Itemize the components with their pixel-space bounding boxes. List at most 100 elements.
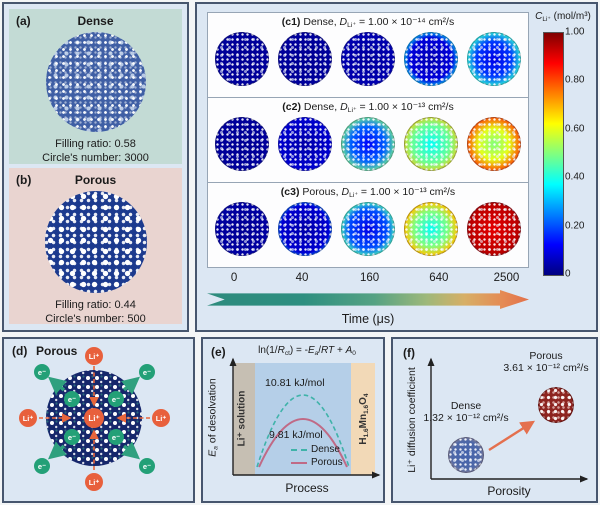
row-c1-title: (c1) Dense, DLi⁺ = 1.00 × 10⁻¹⁴ cm²/s [208, 16, 528, 29]
panel-d-title: Porous [36, 344, 78, 358]
li-ion-ball: Li⁺ [152, 409, 170, 427]
electron-ball: e⁻ [34, 458, 50, 474]
dense-curve [256, 394, 350, 468]
concentration-row-circles [208, 32, 528, 87]
li-ion-label: Li⁺ [88, 351, 100, 361]
electron-ball: e⁻ [139, 364, 155, 380]
concentration-snapshot [215, 202, 269, 257]
colorbar-tick: 1.00 [565, 26, 585, 38]
inner-electron-ball: e⁻ [108, 391, 124, 407]
row-c1-tag: (c1) [281, 16, 301, 28]
row-c2-material: Dense, [300, 101, 341, 113]
porous-legend-swatch [291, 461, 307, 464]
row-c3-material: Porous, [299, 186, 342, 198]
dense-to-porous-arrow [488, 420, 536, 452]
row-c2-value: = 1.00 × 10⁻¹³ cm²/s [356, 101, 454, 113]
concentration-row-circles [208, 117, 528, 172]
li-ion-ball: Li⁺ [85, 347, 103, 365]
electron-label: e⁻ [142, 367, 152, 377]
li-ion-label: Li⁺ [155, 413, 167, 423]
concentration-snapshot [404, 32, 458, 87]
region-hmo [351, 363, 375, 475]
colorbar-tick: 0.80 [565, 74, 585, 86]
section-dense: (a) Dense Filling ratio: 0.58 Circle's n… [9, 9, 182, 164]
electron-ball: e⁻ [139, 458, 155, 474]
time-tick: 0 [230, 272, 238, 284]
dense-packing-graphic [45, 32, 146, 132]
time-tick: 2500 [493, 272, 520, 284]
concentration-snapshot [467, 117, 521, 172]
colorbar-symbol: C [535, 11, 543, 22]
concentration-snapshot [215, 32, 269, 87]
electron-label: e⁻ [67, 394, 77, 404]
electron-label: e⁻ [37, 461, 47, 471]
row-c2-tag: (c2) [282, 101, 301, 113]
li-solution-band-label: Li⁺ solution [236, 390, 248, 447]
inner-electron-ball: e⁻ [64, 429, 80, 445]
colorbar-tick: 0.20 [565, 220, 585, 232]
porous-particle-graphic [538, 387, 574, 423]
panel-e-tag: (e) [211, 345, 226, 359]
panel-d: (d) Porous [2, 337, 195, 503]
e-legend: Dense Porous [291, 443, 343, 469]
colorbar-ticks: 1.00 0.80 0.60 0.40 0.20 0 [565, 27, 597, 280]
li-ion-label: Li⁺ [88, 413, 100, 423]
row-c3-tag: (c3) [280, 186, 300, 198]
panel-ab: (a) Dense Filling ratio: 0.58 Circle's n… [2, 2, 189, 332]
concentration-snapshot [467, 32, 521, 87]
row-c2-dsym: D [340, 101, 348, 113]
concentration-snapshot [215, 117, 269, 172]
concentration-snapshot [341, 32, 395, 87]
panel-f: (f) Li⁺ diffusion coefficient Porosity D… [391, 337, 598, 503]
arrhenius-equation: ln(1/Rct) = -Ea/RT + A0 [258, 345, 356, 358]
colorbar-gradient [543, 32, 564, 276]
time-tick: 640 [429, 272, 449, 284]
concentration-snapshot [404, 117, 458, 172]
electron-label: e⁻ [111, 432, 121, 442]
inner-electron-ball: e⁻ [108, 429, 124, 445]
colorbar-subscript: Li⁺ [542, 16, 551, 24]
concentration-row-c1: (c1) Dense, DLi⁺ = 1.00 × 10⁻¹⁴ cm²/s [207, 12, 529, 98]
colorbar-tick: 0 [565, 268, 571, 280]
porous-circle-count: Circle's number: 500 [45, 313, 146, 325]
row-c3-value: = 1.00 × 10⁻¹³ cm²/s [358, 186, 456, 198]
row-c3-dsub: Li⁺ [349, 192, 359, 200]
dense-point-label: Dense 1.32 × 10⁻¹² cm²/s [423, 400, 509, 424]
section-porous: (b) Porous Filling ratio: 0.44 Circle's … [9, 168, 182, 325]
electron-label: e⁻ [111, 394, 121, 404]
porous-filling-ratio: Filling ratio: 0.44 [55, 299, 136, 311]
f-x-axis-label: Porosity [487, 484, 531, 498]
time-tick: 40 [295, 272, 309, 284]
concentration-snapshot [341, 202, 395, 257]
colorbar-title: CLi⁺ (mol/m³) [527, 11, 599, 23]
concentration-row-c2: (c2) Dense, DLi⁺ = 1.00 × 10⁻¹³ cm²/s [207, 97, 529, 183]
porous-peak-value: 9.81 kJ/mol [269, 429, 323, 441]
desolvation-plot [229, 357, 381, 479]
time-arrow [207, 290, 529, 309]
time-tick: 160 [360, 272, 380, 284]
concentration-row-c3: (c3) Porous, DLi⁺ = 1.00 × 10⁻¹³ cm²/s [207, 182, 529, 268]
panel-c: (c1) Dense, DLi⁺ = 1.00 × 10⁻¹⁴ cm²/s (c… [195, 2, 598, 332]
row-c1-dsub: Li⁺ [347, 22, 357, 30]
row-c2-title: (c2) Dense, DLi⁺ = 1.00 × 10⁻¹³ cm²/s [208, 101, 528, 114]
panel-a-title: Dense [77, 14, 114, 28]
dense-circle-count: Circle's number: 3000 [42, 152, 149, 164]
colorbar-tick: 0.60 [565, 123, 585, 135]
dense-filling-ratio: Filling ratio: 0.58 [55, 138, 136, 150]
panel-b-tag: (b) [16, 173, 32, 187]
dense-particle-graphic [448, 437, 484, 473]
row-c3-dsym: D [341, 186, 350, 198]
li-ion-ball: Li⁺ [85, 473, 103, 491]
porous-point-label: Porous 3.61 × 10⁻¹² cm²/s [503, 350, 589, 374]
li-ion-label: Li⁺ [88, 477, 100, 487]
porous-legend-label: Porous [311, 457, 343, 468]
row-c2-dsub: Li⁺ [347, 107, 357, 115]
panel-e: (e) ln(1/Rct) = -Ea/RT + A0 Ea of desolv… [201, 337, 385, 503]
row-c1-dsym: D [339, 16, 348, 28]
time-axis-label: Time (μs) [341, 312, 395, 326]
concentration-snapshot [278, 117, 332, 172]
row-c3-title: (c3) Porous, DLi⁺ = 1.00 × 10⁻¹³ cm²/s [208, 186, 528, 199]
li-ion-ball: Li⁺ [19, 409, 37, 427]
e-x-axis-label: Process [285, 481, 329, 495]
electron-ball: e⁻ [34, 364, 50, 380]
